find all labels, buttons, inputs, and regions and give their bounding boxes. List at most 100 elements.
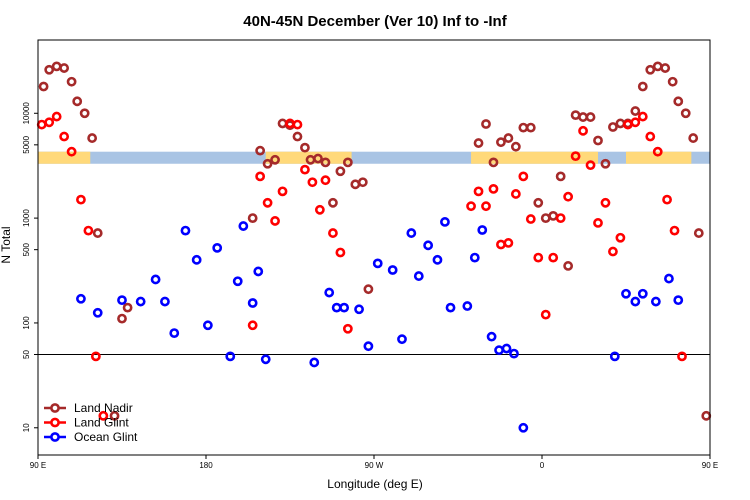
data-point [44, 117, 55, 128]
data-point [701, 410, 712, 421]
data-point [533, 252, 544, 263]
legend-marker [50, 403, 60, 413]
data-point [664, 273, 674, 284]
data-point [260, 354, 271, 365]
legend-label: Land Nadir [74, 401, 133, 415]
data-point [76, 293, 86, 304]
data-point [354, 304, 364, 315]
data-point [555, 213, 566, 224]
data-point [669, 225, 680, 236]
data-point [509, 348, 519, 359]
data-point [76, 194, 86, 205]
data-point [585, 160, 596, 171]
data-point [117, 295, 127, 306]
data-point [331, 302, 342, 313]
data-point [270, 154, 280, 165]
data-point [307, 177, 318, 188]
data-point [481, 201, 491, 212]
data-point [36, 119, 47, 130]
data-point [630, 296, 641, 307]
y-tick-label: 5000 [22, 135, 31, 153]
data-point [473, 186, 484, 197]
data-point [637, 111, 648, 122]
data-point [432, 254, 443, 265]
data-point [109, 410, 120, 421]
data-point [92, 228, 103, 238]
y-tick-label: 10000 [22, 102, 31, 125]
legend-label: Land Glint [74, 416, 129, 430]
data-point [650, 296, 661, 307]
data-point [253, 266, 264, 277]
data-point [324, 287, 335, 298]
data-point [59, 131, 70, 142]
x-tick-label: 90 E [30, 461, 46, 470]
data-point [510, 189, 521, 199]
data-point [578, 112, 588, 122]
data-point [191, 254, 202, 265]
land-segment [38, 151, 91, 164]
data-point [540, 309, 551, 320]
data-point [87, 133, 98, 143]
data-point [262, 197, 273, 208]
x-axis-label: Longitude (deg E) [327, 477, 422, 491]
data-point [285, 118, 295, 129]
data-point [494, 345, 504, 356]
data-point [496, 137, 506, 148]
data-point [277, 118, 288, 129]
land-segment [626, 151, 692, 164]
y-tick-label: 500 [22, 242, 31, 256]
data-point [563, 261, 574, 271]
data-point [503, 133, 514, 143]
data-point [473, 138, 484, 148]
data-point [630, 117, 641, 128]
data-point [540, 213, 551, 224]
data-point [660, 63, 671, 73]
land-band [38, 151, 710, 164]
data-point [314, 204, 325, 215]
data-point [496, 239, 506, 250]
data-point [262, 158, 273, 169]
data-point [518, 422, 529, 433]
data-point [300, 164, 310, 175]
data-point [462, 301, 473, 311]
data-point [328, 197, 338, 208]
data-point [578, 125, 588, 136]
y-tick-label: 1000 [22, 209, 31, 227]
data-point [342, 157, 353, 168]
series-ocean-glint [76, 217, 684, 433]
data-point [98, 410, 109, 421]
data-point [270, 216, 280, 226]
data-point [673, 96, 684, 107]
data-point [622, 119, 633, 130]
data-point [66, 146, 77, 157]
data-point [117, 313, 127, 324]
data-point [202, 320, 213, 331]
data-point [518, 122, 529, 133]
data-point [469, 252, 480, 263]
data-point [608, 246, 618, 257]
data-point [481, 119, 491, 129]
data-point [600, 197, 611, 208]
data-point [83, 225, 94, 236]
data-point [135, 296, 146, 307]
data-point [339, 302, 350, 313]
data-point [477, 225, 488, 235]
data-point [615, 118, 626, 129]
data-points [36, 61, 712, 433]
data-point [615, 232, 626, 243]
data-point [593, 135, 603, 146]
data-point [79, 108, 90, 119]
data-point [44, 64, 55, 75]
data-point [466, 201, 476, 212]
data-point [397, 334, 407, 345]
data-point [662, 194, 672, 205]
data-point [335, 166, 346, 177]
data-point [160, 296, 170, 307]
data-point [72, 96, 83, 107]
data-point [247, 298, 258, 308]
data-point [59, 63, 70, 73]
data-point [350, 179, 361, 190]
data-point [570, 151, 581, 162]
data-point [525, 214, 536, 224]
